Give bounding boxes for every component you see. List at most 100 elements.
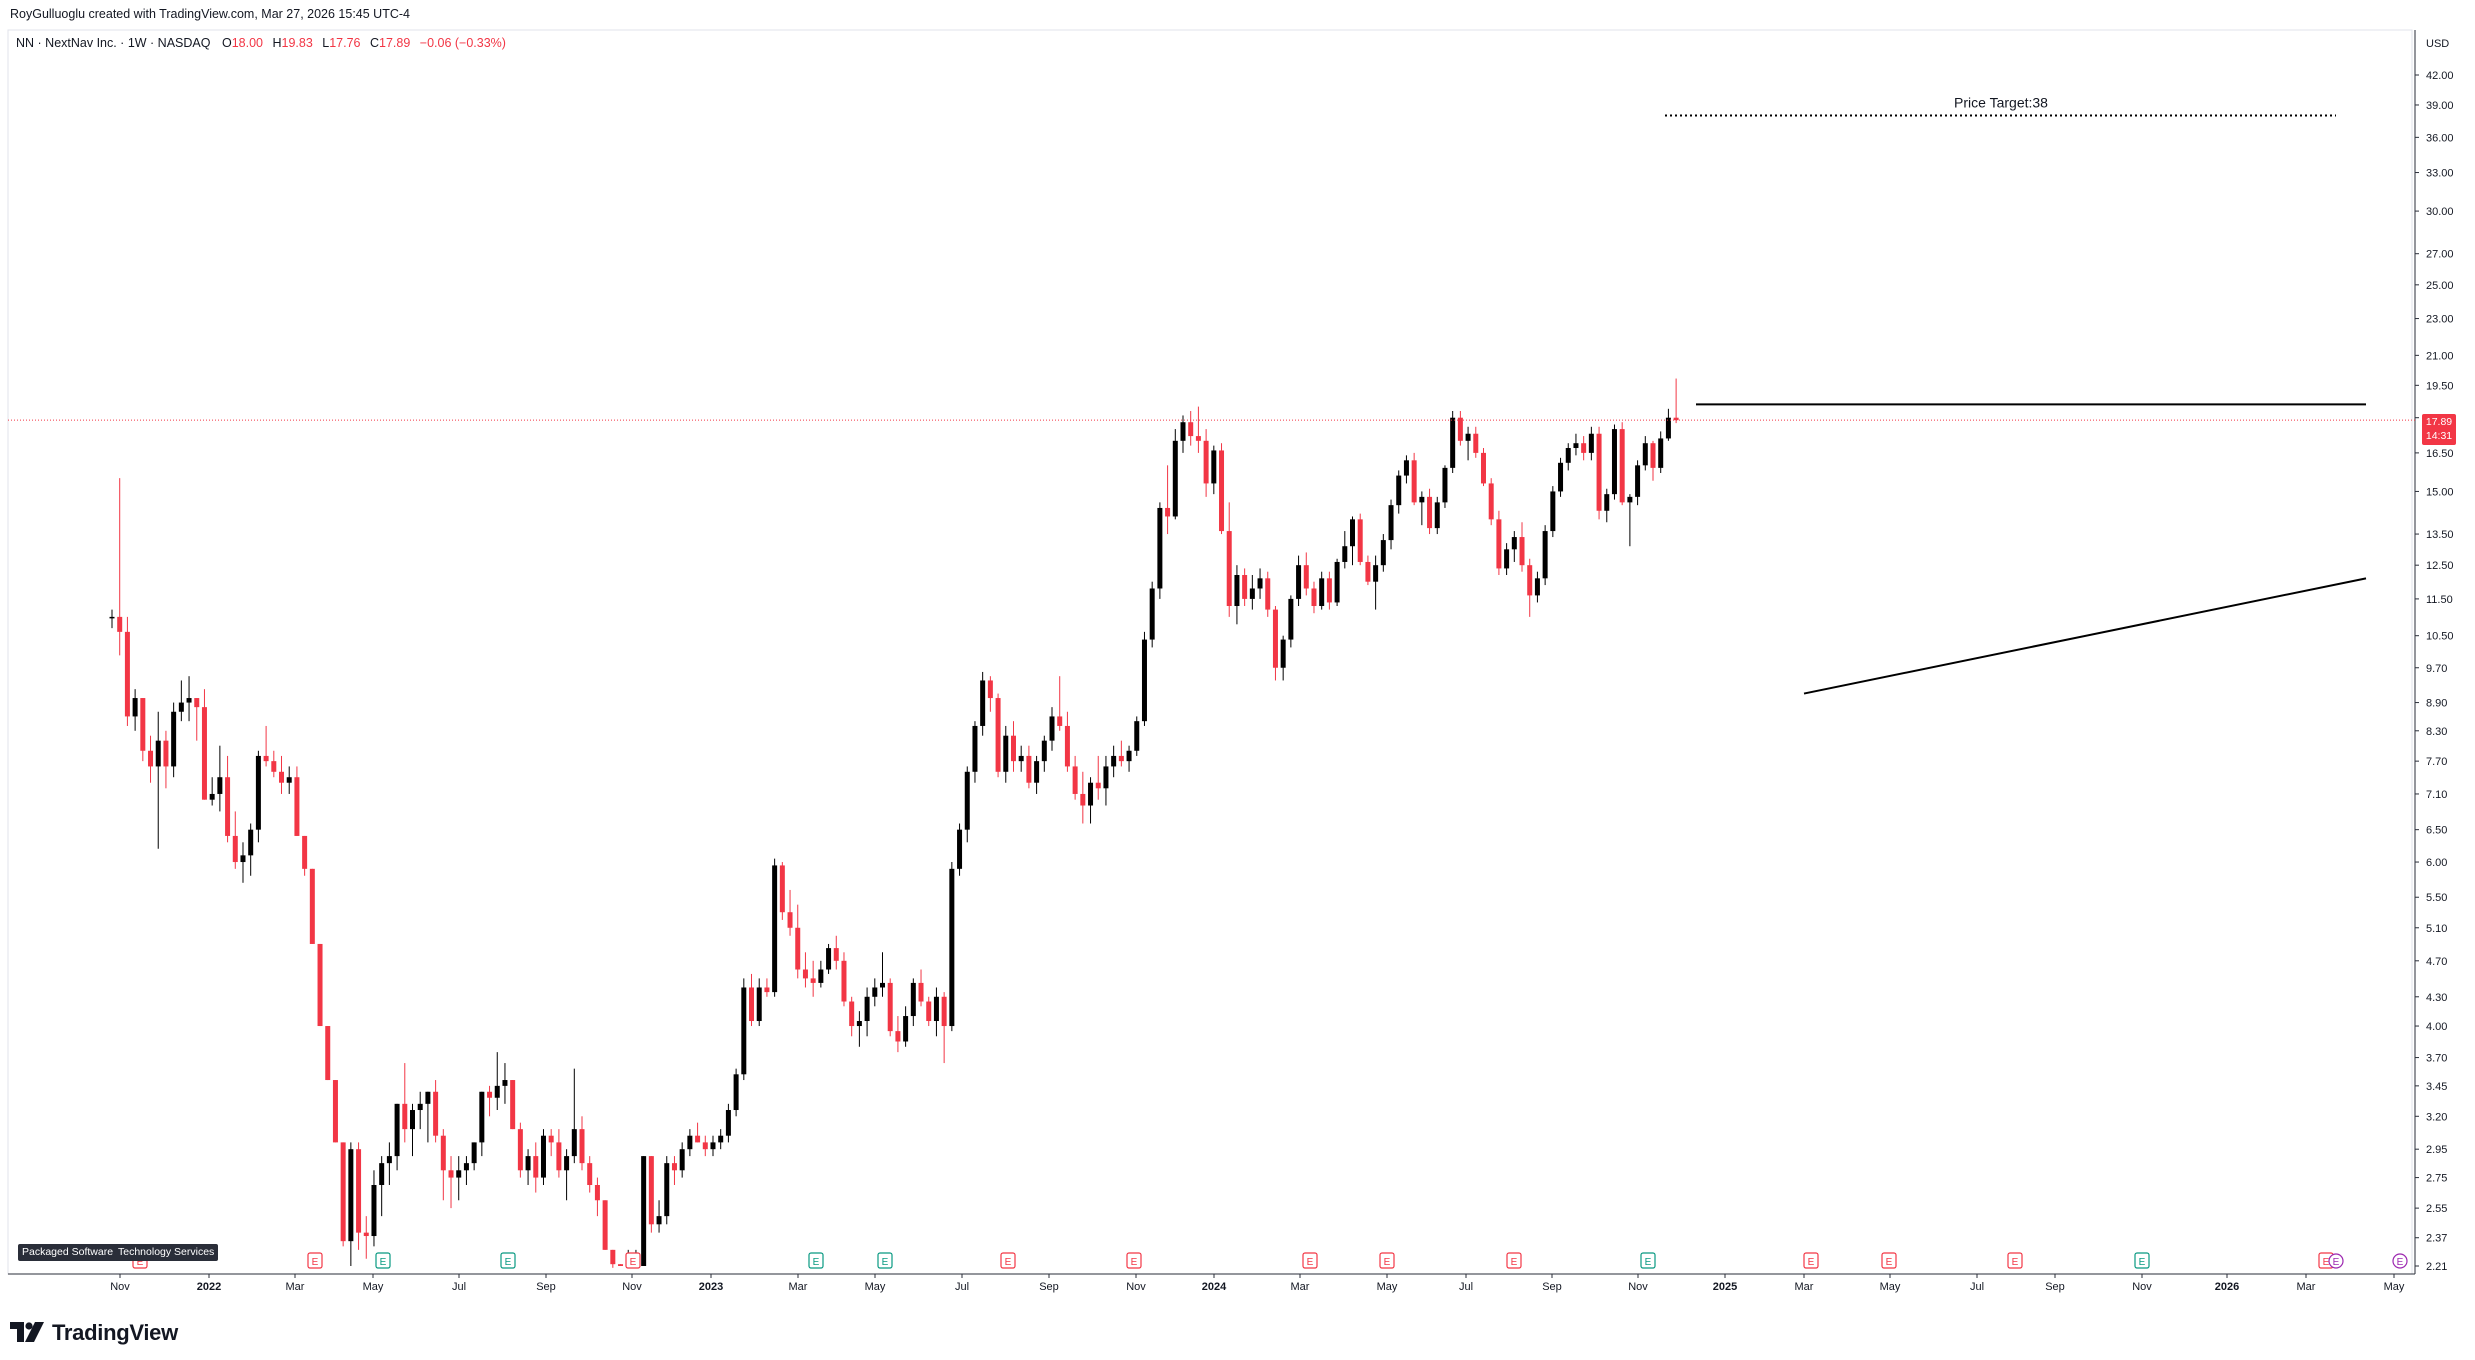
earnings-marker[interactable]: E [1640,1252,1656,1269]
candle-body [910,982,916,1017]
candle-body [386,1156,392,1164]
candle-body [664,1163,670,1217]
earnings-marker[interactable]: E [2328,1253,2344,1269]
candle-body [741,987,747,1075]
candle-body [1188,422,1194,437]
candle-body [1280,639,1286,668]
time-axis[interactable]: Nov 2022 Mar May Jul Sep Nov 2023 Mar May Jul Sep No… [110,1274,2405,1293]
candle-body [1650,443,1656,468]
open-value: 18.00 [231,36,263,50]
candle-body [1157,507,1163,589]
currency-label[interactable]: USD [2426,38,2450,50]
price-tick-label: 21.00 [2426,350,2454,362]
earnings-marker-letter: E [1005,1257,1012,1268]
candle-body [718,1135,724,1143]
candle-body [725,1110,731,1136]
low-value: 17.76 [329,36,361,50]
candle-body [248,829,254,856]
earnings-marker[interactable]: E [2007,1252,2023,1269]
high-value: 19.83 [281,36,313,50]
candle-body [409,1110,415,1130]
last-price-badge: 17.89 14:31 [2422,414,2456,445]
earnings-marker[interactable]: E [1803,1252,1819,1269]
earnings-marker-letter: E [813,1257,820,1268]
candle-body [356,1149,362,1233]
candle-body [1141,639,1147,722]
candle-body [887,982,893,1032]
candle-body [1558,462,1564,492]
earnings-marker[interactable]: E [808,1252,824,1269]
candle-body [1126,750,1132,762]
candle-body [1519,537,1525,566]
bar-countdown: 14:31 [2425,430,2453,442]
candle-body [525,1156,531,1171]
candle-body [1103,766,1109,789]
candle-body [325,1026,331,1081]
price-tick-label: 2.37 [2426,1233,2447,1245]
drawings-layer[interactable]: Price Target:38 [8,94,2415,695]
candle-body [1627,496,1633,503]
candle-body [1350,519,1356,547]
candle-body [502,1080,508,1086]
earnings-marker[interactable]: E [877,1252,893,1269]
candle-body [802,969,808,979]
price-tick-label: 5.10 [2426,923,2447,935]
time-tick-label: Nov [2132,1281,2152,1293]
earnings-marker[interactable]: E [1302,1252,1318,1269]
earnings-marker[interactable]: E [625,1252,641,1269]
price-tick-label: 10.50 [2426,631,2454,643]
symbol-legend[interactable]: NN · NextNav Inc. · 1W · NASDAQ O18.00 H… [16,36,506,50]
earnings-marker[interactable]: E [375,1252,391,1269]
candle-body [332,1080,338,1143]
price-axis[interactable]: 42.00 39.00 36.00 33.00 30.00 27.00 25.00 23.00… [2415,70,2454,1273]
tradingview-logo[interactable]: TradingView [10,1320,178,1346]
time-tick-label: Mar [1291,1281,1310,1293]
candle-body [779,865,785,913]
sector-tag-packaged-software[interactable]: Packaged Software [18,1244,118,1261]
candle-body [687,1135,693,1150]
earnings-marker[interactable]: E [307,1252,323,1269]
earnings-marker-shape [625,1252,641,1269]
time-tick-label: May [363,1281,384,1293]
candle-body [1496,519,1502,569]
candle-body [479,1091,485,1143]
candle-body [1041,740,1047,762]
candle-body [1111,755,1117,767]
price-tick-label: 4.00 [2426,1021,2447,1033]
earnings-marker[interactable]: E [2134,1252,2150,1269]
candle-body [425,1091,431,1104]
candle-body [972,725,978,772]
candle-body [1511,537,1517,550]
candle-body [1249,588,1255,599]
candle-body [964,771,970,830]
candle-body [926,1001,932,1022]
candle-body [1527,565,1533,596]
earnings-marker[interactable]: E [1126,1252,1142,1269]
candle-body [1450,417,1456,468]
price-tick-label: 8.30 [2426,726,2447,738]
candle-body [1604,494,1610,511]
earnings-marker[interactable]: E [1506,1252,1522,1269]
earnings-marker-shape [1379,1252,1395,1269]
earnings-marker[interactable]: E [500,1252,516,1269]
candle-body [1080,793,1086,806]
earnings-marker[interactable]: E [1000,1252,1016,1269]
sector-tag-technology-services[interactable]: Technology Services [114,1244,219,1261]
candle-body [402,1103,408,1130]
time-tick-label: Jul [1970,1281,1984,1293]
earnings-marker[interactable]: E [1379,1252,1395,1269]
candle-body [957,829,963,869]
price-tick-label: 4.30 [2426,992,2447,1004]
candle-body [1419,496,1425,503]
earnings-marker[interactable]: E [2392,1253,2408,1269]
candle-body [279,771,285,783]
symbol-name[interactable]: NN · NextNav Inc. · 1W · NASDAQ [16,36,211,50]
earnings-marker[interactable]: E [1881,1252,1897,1269]
candle-body [1365,561,1371,582]
support-trendline[interactable] [1803,577,2367,695]
candle-body [564,1156,570,1171]
price-tick-label: 2.75 [2426,1173,2447,1185]
author-line: RoyGulluoglu created with TradingView.co… [10,7,410,21]
